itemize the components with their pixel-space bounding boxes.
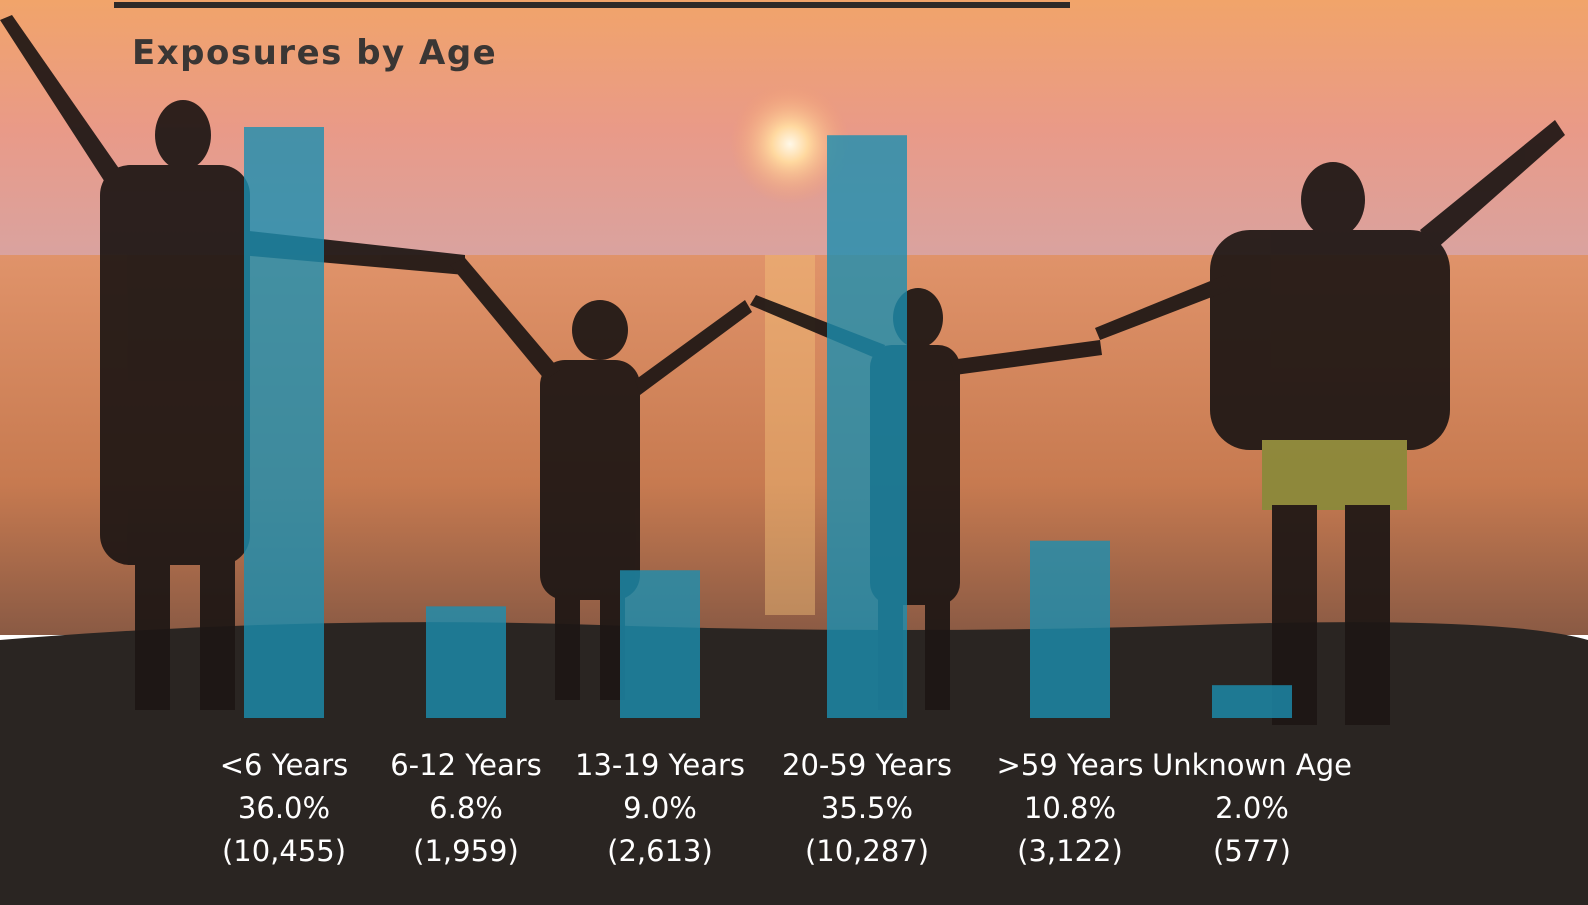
- category-label: <6 Years: [220, 748, 348, 782]
- bar: [827, 135, 907, 718]
- percent-label: 6.8%: [429, 791, 503, 825]
- count-label: (3,122): [1017, 834, 1123, 868]
- page: Exposures by Age <6 Years 36.0% (10,455) 6-…: [0, 0, 1588, 905]
- percent-label: 2.0%: [1215, 791, 1289, 825]
- category-label: 13-19 Years: [575, 748, 745, 782]
- count-label: (1,959): [413, 834, 519, 868]
- bar: [426, 606, 506, 718]
- category-label: Unknown Age: [1152, 748, 1352, 782]
- category-label: 20-59 Years: [782, 748, 952, 782]
- header-rule: [114, 2, 1070, 8]
- count-label: (10,455): [222, 834, 346, 868]
- bar: [620, 570, 700, 718]
- chart: Exposures by Age <6 Years 36.0% (10,455) 6-…: [0, 0, 1588, 905]
- percent-label: 9.0%: [623, 791, 697, 825]
- category-label: 6-12 Years: [390, 748, 542, 782]
- bar: [1030, 541, 1110, 718]
- bar: [244, 127, 324, 718]
- percent-label: 35.5%: [821, 791, 913, 825]
- category-label: >59 Years: [997, 748, 1144, 782]
- percent-label: 36.0%: [238, 791, 330, 825]
- count-label: (577): [1213, 834, 1291, 868]
- count-label: (2,613): [607, 834, 713, 868]
- count-label: (10,287): [805, 834, 929, 868]
- chart-title: Exposures by Age: [132, 33, 497, 73]
- bar: [1212, 685, 1292, 718]
- percent-label: 10.8%: [1024, 791, 1116, 825]
